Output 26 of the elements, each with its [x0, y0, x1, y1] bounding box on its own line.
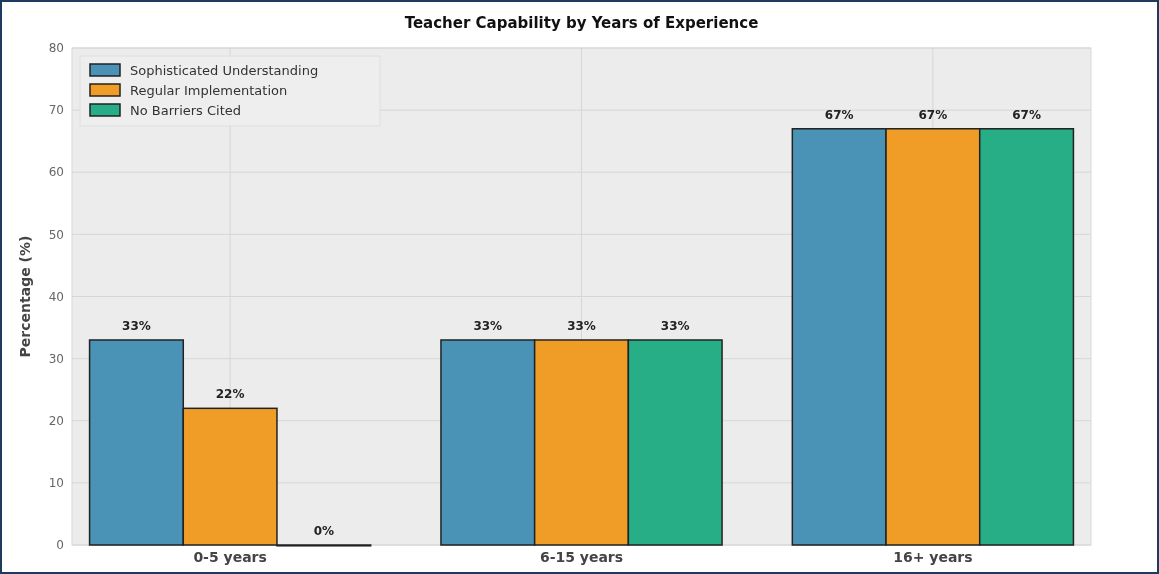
data-label: 33% — [473, 318, 503, 333]
data-label: 22% — [215, 387, 245, 402]
y-tick-label: 0 — [56, 538, 64, 553]
y-tick-label: 60 — [48, 165, 64, 180]
y-tick-label: 50 — [48, 227, 64, 242]
y-tick-label: 80 — [48, 41, 64, 56]
legend-label: No Barriers Cited — [130, 102, 242, 118]
y-tick-label: 70 — [48, 103, 64, 118]
chart-title: Teacher Capability by Years of Experience — [404, 14, 759, 32]
data-label: 67% — [918, 107, 948, 122]
data-label: 33% — [567, 318, 596, 333]
data-label: 33% — [122, 318, 151, 333]
legend-label: Regular Implementation — [130, 82, 288, 98]
y-tick-label: 20 — [48, 413, 64, 428]
x-tick-label: 16+ years — [893, 549, 973, 565]
y-axis-title: Percentage (%) — [17, 235, 33, 358]
legend-label: Sophisticated Understanding — [130, 62, 319, 78]
y-tick-label: 10 — [48, 476, 64, 491]
y-tick-label: 40 — [48, 289, 64, 304]
data-label: 33% — [660, 318, 690, 333]
x-tick-label: 0-5 years — [193, 549, 267, 565]
data-label: 67% — [1012, 107, 1041, 122]
data-label: 67% — [824, 107, 854, 122]
data-label: 0% — [313, 524, 335, 538]
x-tick-label: 6-15 years — [539, 549, 624, 565]
y-tick-label: 30 — [48, 351, 64, 366]
